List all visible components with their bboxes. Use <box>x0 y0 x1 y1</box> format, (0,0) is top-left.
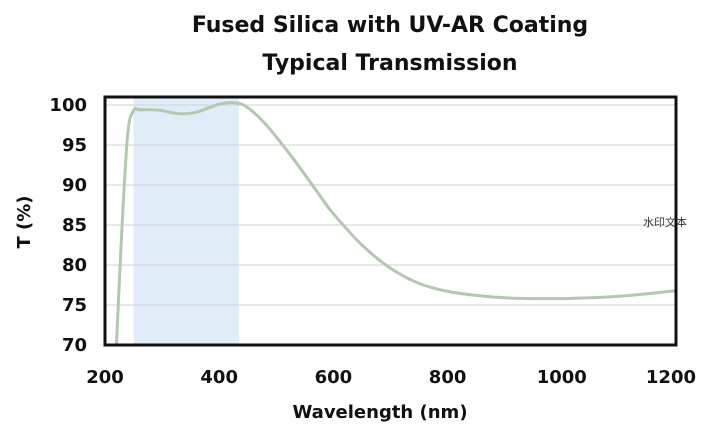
x-tick-label-600: 600 <box>315 367 353 388</box>
y-tick-label-70: 70 <box>62 335 87 356</box>
x-axis-label: Wavelength (nm) <box>292 402 467 423</box>
y-tick-label-90: 90 <box>62 175 87 196</box>
x-tick-label-400: 400 <box>200 367 238 388</box>
highlight-band <box>133 97 240 345</box>
x-tick-label-800: 800 <box>429 367 467 388</box>
series-line-transmission <box>114 101 678 347</box>
plot-area <box>103 95 678 347</box>
y-tick-label-95: 95 <box>62 135 87 156</box>
x-tick-label-1000: 1000 <box>537 367 587 388</box>
x-tick-label-1200: 1200 <box>646 367 696 388</box>
y-tick-label-100: 100 <box>49 95 87 116</box>
x-axis-ticks: 200 400 600 800 1000 1200 <box>86 367 696 388</box>
y-tick-label-75: 75 <box>62 295 87 316</box>
chart-subtitle: Typical Transmission <box>262 51 517 76</box>
y-axis-label: T (%) <box>14 195 35 248</box>
chart-title: Fused Silica with UV-AR Coating <box>192 13 588 38</box>
plot-frame <box>103 95 678 347</box>
y-tick-label-80: 80 <box>62 255 87 276</box>
gridlines <box>105 104 676 306</box>
x-tick-label-200: 200 <box>86 367 124 388</box>
y-tick-label-85: 85 <box>62 215 87 236</box>
y-axis-ticks: 70 75 80 85 90 95 100 <box>49 95 87 356</box>
watermark-text: 水印文本 <box>643 215 687 229</box>
